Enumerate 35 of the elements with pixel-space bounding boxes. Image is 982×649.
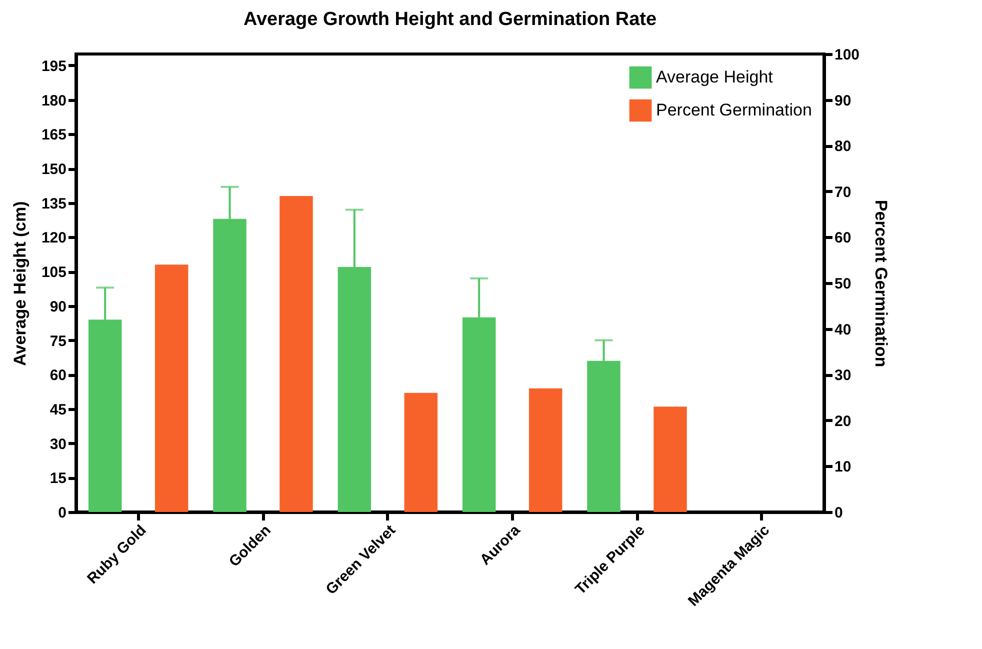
y-axis-title: Average Height (cm) [10,201,30,366]
y-tick-label: 90 [50,298,66,316]
y-tick-label: 135 [41,195,66,212]
chart-title: Average Growth Height and Germination Rate [243,9,657,30]
y2-tick-label: 10 [834,458,852,476]
y-tick-label: 15 [50,470,66,488]
y2-tick-label: 80 [834,138,852,156]
legend-label: Percent Germination [656,100,812,120]
bar [404,392,438,512]
y-tick-label: 195 [41,58,66,75]
y2-tick-label: 90 [834,92,852,110]
y-tick-label: 120 [41,230,66,247]
y2-tick-label: 50 [834,276,852,292]
y-tick-label: 165 [41,126,66,144]
y-tick-label: 45 [50,401,66,418]
y-tick-label: 180 [41,92,66,110]
y2-tick-label: 0 [834,504,843,522]
bar [280,196,313,512]
y-tick-label: 30 [50,436,66,453]
y-tick-label: 0 [58,504,66,522]
y-tick-label: 150 [41,161,66,178]
y2-tick-label: 30 [834,367,852,384]
y2-axis-title: Percent Germination [872,200,891,368]
bar [528,388,562,512]
y-tick-label: 75 [50,332,66,350]
y2-tick-label: 70 [834,184,852,201]
y2-tick-label: 60 [834,230,852,247]
y2-tick-label: 40 [834,321,852,338]
y2-tick-label: 100 [834,46,860,64]
y-tick-label: 105 [41,264,66,282]
legend-label: Average Height [656,68,774,86]
bar [154,264,188,512]
y-tick-label: 60 [50,367,66,384]
bar [654,406,687,512]
y2-tick-label: 20 [834,412,852,430]
